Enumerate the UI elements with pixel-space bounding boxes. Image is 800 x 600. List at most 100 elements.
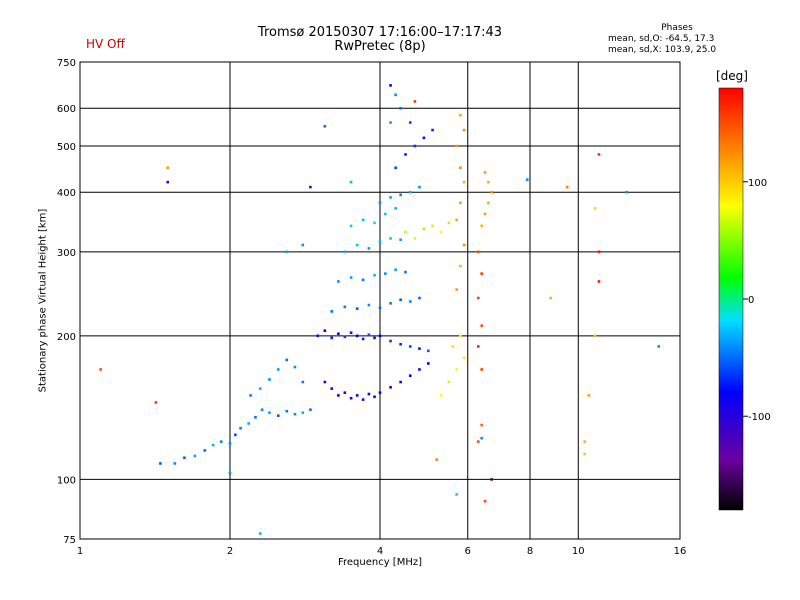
x-tick-label: 6 [465, 546, 471, 557]
phase-x-mode-stats: mean, sd,X: 103.9, 25.0 [608, 45, 717, 55]
data-point [431, 128, 434, 132]
data-point [378, 334, 382, 338]
data-point [565, 185, 569, 189]
data-point [477, 296, 480, 300]
data-point [483, 171, 487, 174]
data-point [418, 185, 421, 189]
data-point [422, 136, 426, 140]
data-point [301, 243, 305, 247]
data-point [219, 440, 223, 443]
data-point [413, 100, 417, 103]
data-point [525, 178, 529, 181]
data-point [490, 190, 493, 194]
data-point [258, 387, 262, 390]
data-point [159, 462, 162, 465]
x-axis-label: Frequency [MHz] [337, 557, 423, 568]
chart-subtitle: RwPretec (8p) [334, 39, 426, 54]
data-point [404, 270, 407, 274]
data-point [373, 221, 376, 225]
data-point [361, 218, 365, 222]
data-point [404, 153, 407, 156]
y-tick-label: 300 [57, 248, 76, 259]
data-point [462, 180, 466, 184]
colorbar-unit-label: [deg] [716, 69, 748, 83]
data-point [373, 273, 376, 277]
data-point [228, 442, 232, 445]
data-point [361, 398, 365, 401]
data-point [462, 356, 466, 359]
data-point [593, 334, 597, 338]
data-point [439, 230, 443, 234]
data-point [183, 456, 186, 460]
data-point [459, 334, 462, 338]
data-point [309, 408, 312, 412]
data-point [323, 124, 327, 128]
data-point [316, 334, 320, 338]
data-point [330, 336, 334, 340]
data-point [349, 331, 353, 335]
data-point [394, 207, 397, 210]
data-point [418, 296, 421, 300]
data-point [459, 166, 462, 170]
data-point [435, 458, 439, 461]
data-point [408, 345, 412, 348]
data-point [597, 280, 601, 283]
y-tick-label: 600 [57, 104, 76, 115]
data-point [625, 190, 628, 194]
data-point [285, 409, 289, 413]
data-point [455, 368, 458, 371]
data-point [173, 462, 177, 465]
data-point [378, 201, 382, 205]
data-point [361, 337, 365, 341]
data-point [483, 212, 487, 216]
data-point [593, 207, 597, 210]
x-tick-label: 1 [77, 546, 83, 557]
data-point [355, 334, 359, 338]
phase-o-mode-stats: mean, sd,O: -64.5, 17.3 [608, 34, 715, 44]
y-tick-label: 75 [63, 535, 76, 546]
data-point [408, 190, 412, 194]
data-point [323, 329, 327, 332]
data-point [455, 288, 458, 291]
data-point [384, 272, 387, 275]
data-point [431, 224, 434, 228]
data-point [389, 385, 392, 389]
data-point [228, 471, 232, 475]
data-point [355, 243, 359, 247]
data-point [330, 387, 334, 390]
data-point [301, 411, 305, 414]
data-point [480, 272, 484, 275]
x-tick-label: 4 [377, 546, 383, 557]
data-point [254, 415, 257, 419]
data-point [293, 412, 297, 416]
data-point [234, 433, 237, 437]
data-point [451, 345, 455, 348]
data-point [211, 443, 215, 447]
y-tick-label: 500 [57, 142, 76, 153]
y-tick-label: 200 [57, 332, 76, 343]
data-point [418, 347, 421, 350]
data-point [447, 380, 451, 384]
data-point [378, 306, 382, 310]
data-point [337, 280, 340, 283]
data-point [355, 394, 359, 397]
data-point [373, 336, 376, 340]
data-point [260, 408, 264, 412]
data-point [203, 449, 207, 452]
data-point [239, 426, 242, 430]
data-point [583, 440, 586, 443]
data-point [597, 250, 601, 254]
data-point [477, 345, 480, 348]
data-point [378, 391, 382, 394]
chart-title: Tromsø 20150307 17:16:00–17:17:43 [257, 25, 503, 40]
data-point [378, 240, 382, 244]
data-point [459, 201, 462, 205]
data-point [587, 394, 591, 397]
data-point [258, 532, 262, 535]
data-point [418, 368, 421, 371]
data-point [480, 368, 484, 371]
data-point [285, 250, 289, 254]
data-point [455, 493, 458, 496]
data-point [268, 411, 271, 414]
colorbar [718, 87, 744, 511]
